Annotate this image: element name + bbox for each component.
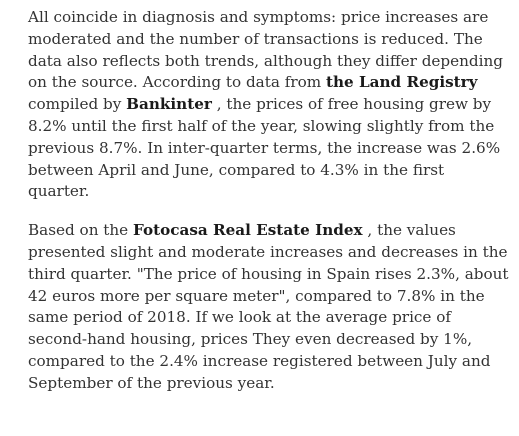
paragraph-text: Based on the	[28, 221, 133, 240]
paragraph-text: All coincide in diagnosis and symptoms: …	[28, 8, 503, 92]
fotocasa-index-source: Fotocasa Real Estate Index	[133, 221, 363, 240]
paragraph-fotocasa: Based on the Fotocasa Real Estate Index …	[28, 220, 509, 394]
paragraph-land-registry: All coincide in diagnosis and symptoms: …	[28, 7, 509, 203]
bankinter-source: Bankinter	[126, 95, 212, 114]
paragraph-text: , the prices of free housing grew by 8.2…	[28, 95, 501, 201]
land-registry-source: the Land Registry	[325, 73, 478, 92]
paragraph-text: compiled by	[28, 95, 127, 114]
paragraph-text: , the values presented slight and modera…	[28, 221, 509, 392]
